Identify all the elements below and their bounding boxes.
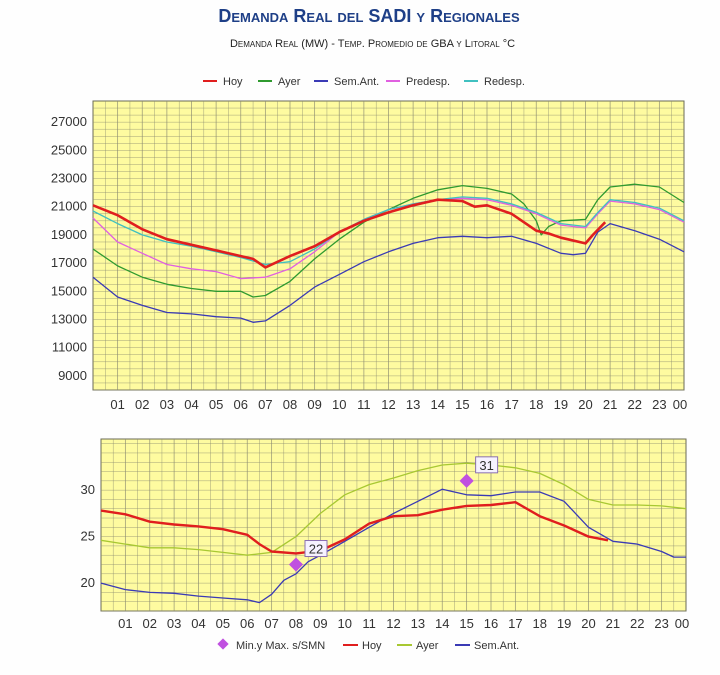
legend-icon-marker-bottom (217, 638, 229, 650)
demand-series-ayer (92, 183, 685, 298)
demand-xtick-label: 15 (455, 397, 469, 412)
temp-xtick-label: 05 (216, 616, 230, 631)
temp-marker (288, 557, 304, 572)
temp-xtick-label: 13 (411, 616, 425, 631)
demand-xtick-label: 16 (480, 397, 494, 412)
demand-chart: 9000110001300015000170001900021000230002… (51, 100, 687, 412)
demand-xtick-label: 07 (258, 397, 272, 412)
temp-marker-label: 22 (309, 542, 323, 557)
temp-xtick-label: 14 (435, 616, 449, 631)
demand-xtick-label: 14 (431, 397, 445, 412)
demand-xtick-label: 19 (554, 397, 568, 412)
temp-xtick-label: 18 (533, 616, 547, 631)
demand-xtick-label: 17 (504, 397, 518, 412)
temp-ytick-label: 20 (81, 575, 95, 590)
temp-xtick-label: 09 (313, 616, 327, 631)
temp-xtick-label: 16 (484, 616, 498, 631)
demand-series-sem_ant (92, 222, 685, 323)
demand-xtick-label: 23 (652, 397, 666, 412)
legend-label-marker-bottom: Min.y Max. s/SMN (236, 640, 325, 652)
demand-series-hoy (92, 198, 607, 269)
legend-label-sem-ant-bottom: Sem.Ant. (474, 640, 519, 652)
temp-xtick-label: 11 (362, 616, 376, 631)
demand-xtick-label: 08 (283, 397, 297, 412)
demand-ytick-label: 17000 (51, 255, 87, 270)
temp-xtick-label: 04 (191, 616, 205, 631)
temp-xtick-label: 17 (508, 616, 522, 631)
chart-title: Demanda Real del SADI y Regionales (218, 6, 520, 26)
legend-label-sem_ant-top: Sem.Ant. (334, 76, 379, 88)
temp-chart: 20 25 30 01 02 03 04 05 06 07 08 09 10 11 12 13 14 15 16 17… (81, 438, 689, 631)
demand-xtick-label: 18 (529, 397, 543, 412)
demand-ytick-label: 25000 (51, 142, 87, 157)
legend-label-hoy-bottom: Hoy (362, 640, 382, 652)
demand-xtick-label: 22 (628, 397, 642, 412)
legend-label-predesp-top: Predesp. (406, 76, 450, 88)
temp-marker-label: 31 (479, 458, 493, 473)
demand-xtick-label: 00 (673, 397, 687, 412)
demand-ytick-label: 23000 (51, 171, 87, 186)
temp-xtick-label: 08 (289, 616, 303, 631)
demand-xtick-label: 20 (578, 397, 592, 412)
temp-ytick-label: 30 (81, 482, 95, 497)
temp-xtick-label: 00 (675, 616, 689, 631)
temp-xtick-label: 10 (338, 616, 352, 631)
temp-xtick-label: 01 (118, 616, 132, 631)
temp-ytick-label: 25 (81, 529, 95, 544)
demand-ytick-label: 15000 (51, 283, 87, 298)
demand-ytick-label: 27000 (51, 114, 87, 129)
demand-xtick-label: 04 (184, 397, 198, 412)
demand-xtick-label: 09 (307, 397, 321, 412)
demand-xtick-label: 06 (234, 397, 248, 412)
temp-xtick-label: 06 (240, 616, 254, 631)
demand-xtick-label: 12 (381, 397, 395, 412)
temp-xtick-label: 20 (581, 616, 595, 631)
temp-series-sem_ant (100, 488, 686, 604)
demand-xtick-label: 03 (160, 397, 174, 412)
demand-ytick-label: 9000 (58, 368, 87, 383)
chart-subtitle: Demanda Real (MW) - Temp. Promedio de GB… (229, 38, 516, 50)
legend-label-ayer-top: Ayer (278, 76, 301, 88)
temp-xtick-label: 03 (167, 616, 181, 631)
temp-series-hoy (100, 501, 609, 555)
demand-ytick-label: 19000 (51, 227, 87, 242)
demand-ytick-label: 11000 (52, 340, 87, 355)
temp-xtick-label: 19 (557, 616, 571, 631)
temp-xtick-label: 15 (459, 616, 473, 631)
demand-xtick-label: 10 (332, 397, 346, 412)
demand-ytick-label: 13000 (51, 312, 87, 327)
temp-marker-label-box (475, 456, 499, 474)
temp-xtick-label: 02 (143, 616, 157, 631)
demand-xtick-label: 02 (135, 397, 149, 412)
legend-label-redesp-top: Redesp. (484, 76, 525, 88)
demand-xtick-label: 01 (110, 397, 124, 412)
temp-xtick-label: 22 (630, 616, 644, 631)
demand-xtick-label: 13 (406, 397, 420, 412)
temp-xtick-label: 23 (654, 616, 668, 631)
legend-label-hoy-top: Hoy (223, 76, 243, 88)
temp-xtick-label: 07 (264, 616, 278, 631)
demand-xtick-label: 11 (357, 397, 371, 412)
demand-xtick-label: 21 (603, 397, 617, 412)
demand-xtick-label: 05 (209, 397, 223, 412)
demand-ytick-label: 21000 (51, 199, 87, 214)
temp-marker-label-box (304, 540, 328, 558)
temp-series-ayer_temp (100, 462, 687, 556)
temp-xtick-label: 12 (386, 616, 400, 631)
demand-series-redesp (92, 196, 685, 266)
legend-label-ayer-bottom: Ayer (416, 640, 439, 652)
temp-marker (459, 473, 474, 488)
temp-xtick-label: 21 (606, 616, 620, 631)
